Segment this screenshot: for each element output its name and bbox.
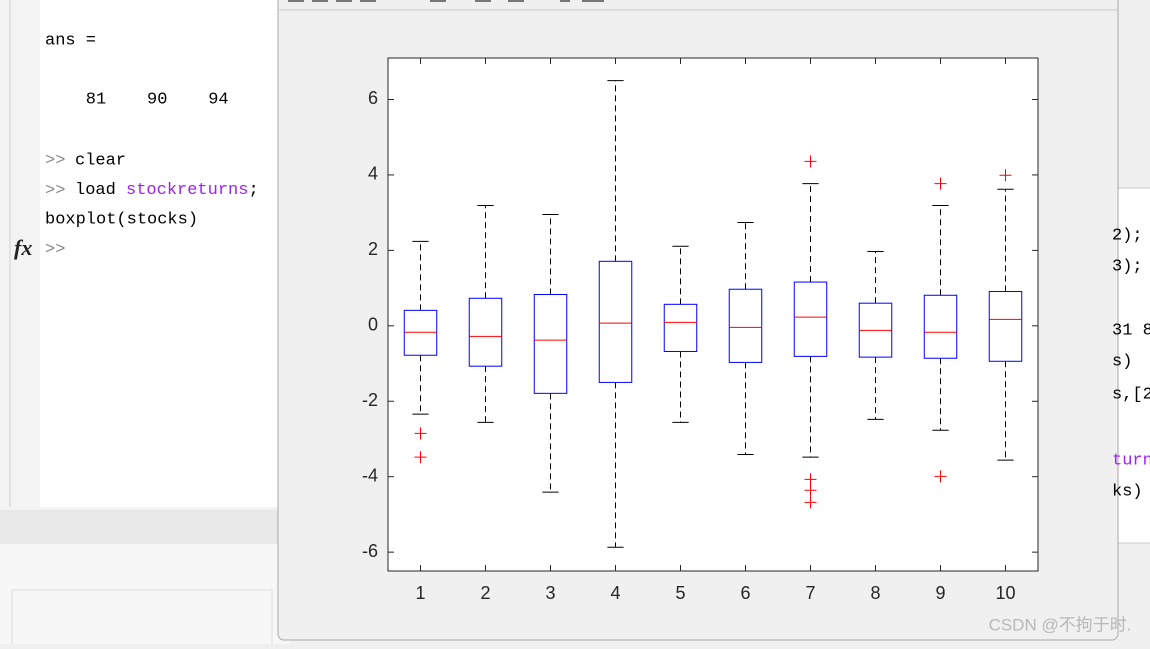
box	[923, 294, 958, 359]
box	[468, 297, 503, 367]
toolbar-icons	[288, 0, 604, 2]
x-tick-label: 4	[610, 583, 620, 603]
y-tick-label: -2	[362, 390, 378, 410]
box	[598, 260, 633, 383]
y-tick-label: 2	[368, 239, 378, 259]
box	[793, 281, 828, 357]
editor-text: 3);	[1112, 257, 1143, 276]
outlier	[804, 484, 817, 497]
box	[403, 309, 438, 356]
editor-text: 2);	[1112, 226, 1143, 245]
x-tick-label: 9	[935, 583, 945, 603]
prompt: >>	[45, 151, 65, 170]
lower-outline	[11, 589, 273, 649]
outlier	[414, 451, 427, 464]
command-window	[40, 0, 285, 507]
x-tick-label: 8	[870, 583, 880, 603]
editor-text: s)	[1112, 352, 1132, 371]
box	[728, 288, 763, 363]
outlier	[999, 169, 1012, 182]
x-tick-label: 10	[995, 583, 1015, 603]
box	[533, 294, 568, 394]
editor-text: ks)	[1112, 482, 1143, 501]
prompt: >>	[45, 181, 65, 200]
editor-text: s,[2	[1112, 385, 1150, 404]
x-tick-label: 6	[740, 583, 750, 603]
console-line: boxplot(stocks)	[45, 210, 198, 229]
console-token: ;	[248, 181, 258, 200]
outlier	[934, 177, 947, 190]
editor-text: 31 8	[1112, 321, 1150, 340]
status-bar	[0, 510, 290, 544]
box	[663, 303, 698, 352]
box	[988, 290, 1023, 362]
console-line: ans =	[45, 31, 96, 50]
console-line: load stockreturns;	[75, 181, 259, 200]
outlier	[934, 470, 947, 483]
y-tick-label: 6	[368, 88, 378, 108]
outlier	[804, 496, 817, 509]
y-tick-label: -6	[362, 541, 378, 561]
outlier	[804, 473, 817, 486]
x-tick-label: 7	[805, 583, 815, 603]
x-tick-label: 3	[545, 583, 555, 603]
fx-icon: fx	[14, 235, 32, 260]
console-token: stockreturns	[126, 181, 248, 200]
outlier	[804, 155, 817, 168]
editor-text: turn	[1112, 451, 1150, 470]
outlier	[414, 427, 427, 440]
x-tick-label: 5	[675, 583, 685, 603]
x-tick-label: 1	[415, 583, 425, 603]
console-token: load	[75, 181, 126, 200]
console-line: clear	[75, 151, 126, 170]
console-line: 81 90 94	[45, 90, 229, 109]
x-tick-label: 2	[480, 583, 490, 603]
watermark: CSDN @不拘于时.	[989, 615, 1132, 634]
axes	[387, 57, 1039, 572]
lower-panel	[0, 544, 290, 644]
y-tick-label: -4	[362, 465, 378, 485]
y-tick-label: 4	[368, 164, 378, 184]
prompt: >>	[45, 240, 65, 259]
y-tick-label: 0	[368, 315, 378, 335]
